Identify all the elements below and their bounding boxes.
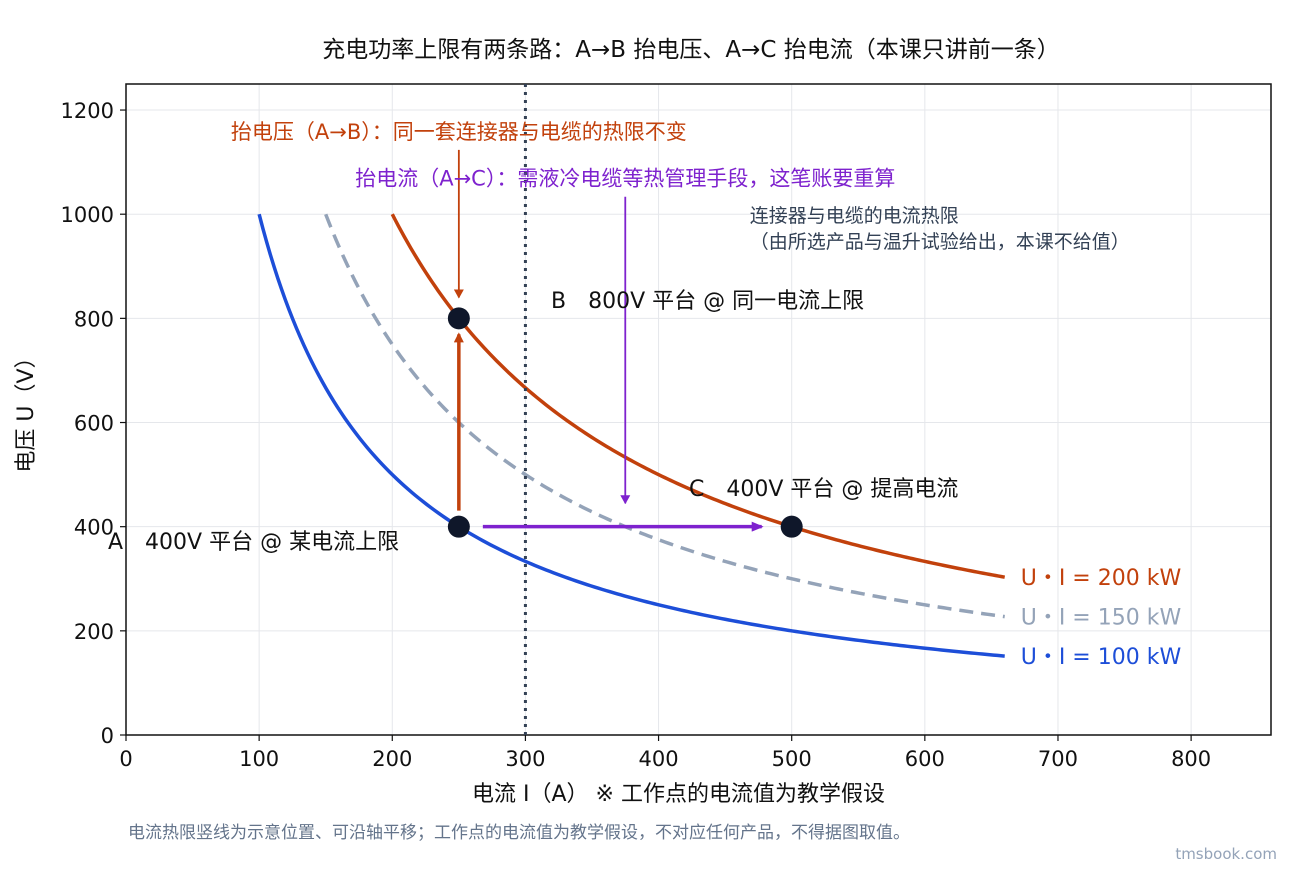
x-axis-label: 电流 I（A） ※ 工作点的电流值为教学假设 [472, 782, 885, 807]
curve-150kw [324, 213, 1005, 619]
annotation-limit-line: 连接器与电缆的电流热限 [750, 205, 959, 227]
footnote: 电流热限竖线为示意位置、可沿轴平移；工作点的电流值为教学假设，不对应任何产品，不… [128, 823, 910, 843]
x-tick-label: 600 [905, 747, 945, 771]
x-tick-label: 400 [639, 747, 679, 771]
point-label-A: A 400V 平台 @ 某电流上限 [108, 530, 399, 555]
y-tick-label: 1200 [61, 99, 114, 123]
curve-200kw [390, 213, 1006, 579]
point-label-B: B 800V 平台 @ 同一电流上限 [551, 289, 864, 314]
point-B [447, 307, 470, 330]
curve-100kw [257, 213, 1005, 658]
labels: 0 100 200 300 400 500 600 700 800 0 200 400 600 800 10… [14, 99, 1211, 807]
x-tick-label: 500 [772, 747, 812, 771]
y-tick-label: 600 [74, 412, 114, 436]
y-tick-label: 0 [101, 724, 114, 748]
series-label-200kw: U・I = 200 kW [1021, 566, 1182, 591]
y-tick-label: 800 [74, 307, 114, 331]
x-tick-label: 0 [119, 747, 132, 771]
x-tick-label: 200 [372, 747, 412, 771]
annotation-limit-line: （由所选产品与温升试验给出，本课不给值） [750, 231, 1130, 253]
marks [447, 149, 803, 538]
y-tick-label: 400 [74, 516, 114, 540]
annotation-ab: 抬电压（A→B）：同一套连接器与电缆的热限不变 [231, 120, 687, 144]
x-tick-label: 700 [1038, 747, 1078, 771]
curves [257, 84, 1006, 735]
series-label-150kw: U・I = 150 kW [1021, 606, 1182, 631]
point-label-C: C 400V 平台 @ 提高电流 [689, 477, 958, 502]
y-axis-label: 电压 U（V） [14, 346, 39, 472]
series-label-100kw: U・I = 100 kW [1021, 645, 1182, 670]
point-A [447, 515, 470, 538]
plot-frame [125, 83, 1272, 736]
grid [120, 83, 1272, 741]
chart-title: 充电功率上限有两条路：A→B 抬电压、A→C 抬电流（本课只讲前一条） [322, 37, 1060, 63]
annotation-ac: 抬电流（A→C）：需液冷电缆等热管理手段，这笔账要重算 [355, 167, 895, 191]
x-tick-label: 100 [239, 747, 279, 771]
x-tick-label: 300 [505, 747, 545, 771]
y-tick-label: 1000 [61, 203, 114, 227]
y-tick-label: 200 [74, 620, 114, 644]
source-label: tmsbook.com [1175, 845, 1277, 863]
x-tick-label: 800 [1171, 747, 1211, 771]
point-C [780, 515, 803, 538]
